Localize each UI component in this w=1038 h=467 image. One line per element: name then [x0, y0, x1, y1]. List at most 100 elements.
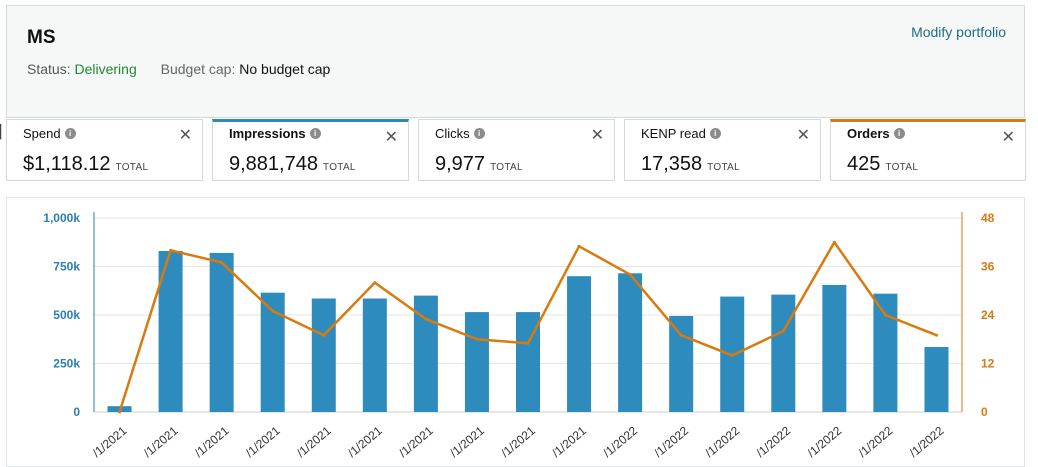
- bar: [822, 284, 847, 412]
- x-tick-label: /1/2022: [702, 423, 742, 460]
- line-point: [526, 341, 530, 345]
- close-icon[interactable]: ✕: [590, 127, 604, 144]
- line-point: [781, 329, 785, 333]
- bar: [516, 312, 540, 412]
- line-point: [322, 333, 326, 337]
- metric-label: KENP read: [641, 126, 706, 141]
- line-point: [628, 273, 632, 277]
- metric-value: 17,358: [641, 153, 703, 175]
- bar: [158, 250, 183, 412]
- bar: [924, 347, 949, 412]
- portfolio-header: MS Modify portfolio Status: Delivering B…: [6, 5, 1025, 118]
- x-tick-label: /1/2022: [805, 423, 845, 460]
- bar: [618, 273, 643, 412]
- metric-label: Clicks: [435, 126, 470, 141]
- left-axis-tick-label: 0: [73, 405, 80, 419]
- bar: [771, 294, 796, 412]
- metric-card-orders[interactable]: Orders i ✕ 425 TOTAL: [830, 119, 1026, 181]
- x-tick-label: /1/2021: [192, 423, 232, 460]
- x-tick-label: /1/2022: [907, 423, 947, 460]
- left-axis-tick-label: 750k: [53, 260, 80, 274]
- info-icon[interactable]: i: [473, 128, 485, 140]
- close-icon[interactable]: ✕: [796, 127, 810, 144]
- x-tick-label: /1/2022: [754, 423, 794, 460]
- close-icon[interactable]: ✕: [178, 127, 192, 144]
- status-value: Delivering: [74, 61, 137, 77]
- metric-name: KENP read i: [641, 126, 721, 141]
- x-tick-label: /1/2021: [90, 423, 130, 460]
- line-point: [118, 410, 122, 414]
- metric-total-label: TOTAL: [115, 162, 149, 173]
- x-tick-label: /1/2021: [141, 423, 181, 460]
- bar: [464, 312, 489, 412]
- right-axis-tick-label: 0: [981, 405, 988, 419]
- x-tick-label: /1/2021: [243, 423, 283, 460]
- right-axis-tick-label: 12: [981, 357, 995, 371]
- close-icon[interactable]: ✕: [1001, 129, 1015, 146]
- x-tick-label: /1/2022: [651, 423, 691, 460]
- bar: [669, 315, 694, 412]
- status-row: Status: Delivering Budget cap: No budget…: [27, 61, 330, 77]
- line-point: [424, 317, 428, 321]
- left-axis-tick-label: 1,000k: [43, 211, 80, 225]
- metric-name: Orders i: [847, 126, 905, 141]
- info-icon[interactable]: i: [709, 128, 721, 140]
- line-point: [220, 260, 224, 264]
- x-tick-label: /1/2021: [294, 423, 334, 460]
- scroll-left-edge: ▏: [0, 124, 10, 139]
- portfolio-title: MS: [27, 27, 56, 48]
- info-icon[interactable]: i: [309, 128, 321, 140]
- metric-name: Spend i: [23, 126, 76, 141]
- x-tick-label: /1/2022: [600, 423, 640, 460]
- metric-value-row: 9,881,748 TOTAL: [229, 153, 356, 176]
- combo-chart: 0 250k 500k 750k 1,000k 0 12 24 36 48/1/2021/1/20…: [43, 211, 995, 460]
- metric-total-label: TOTAL: [885, 162, 919, 173]
- metric-name: Clicks i: [435, 126, 485, 141]
- line-point: [679, 333, 683, 337]
- metric-card-spend[interactable]: Spend i ✕ $1,118.12 TOTAL: [6, 119, 203, 181]
- line-point: [169, 248, 173, 252]
- bar: [362, 298, 387, 412]
- metric-value: 9,881,748: [229, 153, 318, 175]
- right-axis-tick-label: 36: [981, 260, 995, 274]
- line-point: [577, 244, 581, 248]
- bar: [567, 276, 592, 412]
- metric-card-impressions[interactable]: Impressions i ✕ 9,881,748 TOTAL: [212, 119, 409, 181]
- metric-label: Orders: [847, 126, 890, 141]
- status-label: Status:: [27, 61, 71, 77]
- metric-value: $1,118.12: [23, 153, 111, 175]
- metric-card-clicks[interactable]: Clicks i ✕ 9,977 TOTAL: [418, 119, 615, 181]
- bar: [413, 295, 438, 412]
- line-point: [832, 240, 836, 244]
- metric-value-row: 17,358 TOTAL: [641, 153, 740, 176]
- metric-value-row: 425 TOTAL: [847, 153, 918, 176]
- metric-name: Impressions i: [229, 126, 321, 141]
- line-point: [475, 337, 479, 341]
- line-point: [730, 353, 734, 357]
- bar: [311, 298, 336, 412]
- x-tick-label: /1/2021: [447, 423, 487, 460]
- x-tick-label: /1/2021: [345, 423, 385, 460]
- metric-label: Spend: [23, 126, 61, 141]
- right-axis-tick-label: 24: [981, 308, 995, 322]
- chart-panel: 0 250k 500k 750k 1,000k 0 12 24 36 48/1/2021/1/20…: [6, 197, 1025, 467]
- metric-value: 9,977: [435, 153, 486, 175]
- metric-card-kenp-read[interactable]: KENP read i ✕ 17,358 TOTAL: [624, 119, 821, 181]
- close-icon[interactable]: ✕: [384, 129, 398, 146]
- modify-portfolio-link[interactable]: Modify portfolio: [911, 24, 1006, 40]
- x-tick-label: /1/2022: [856, 423, 896, 460]
- x-tick-label: /1/2021: [498, 423, 538, 460]
- left-axis-tick-label: 500k: [53, 308, 80, 322]
- metric-label: Impressions: [229, 126, 306, 141]
- budget-cap-label: Budget cap:: [160, 61, 236, 77]
- info-icon[interactable]: i: [64, 128, 76, 140]
- metric-total-label: TOTAL: [322, 162, 356, 173]
- bar: [873, 293, 898, 412]
- bar: [209, 252, 234, 412]
- info-icon[interactable]: i: [893, 128, 905, 140]
- bar: [260, 292, 285, 412]
- metric-value-row: 9,977 TOTAL: [435, 153, 523, 176]
- line-point: [883, 313, 887, 317]
- metric-value-row: $1,118.12 TOTAL: [23, 153, 148, 176]
- metric-total-label: TOTAL: [490, 162, 523, 173]
